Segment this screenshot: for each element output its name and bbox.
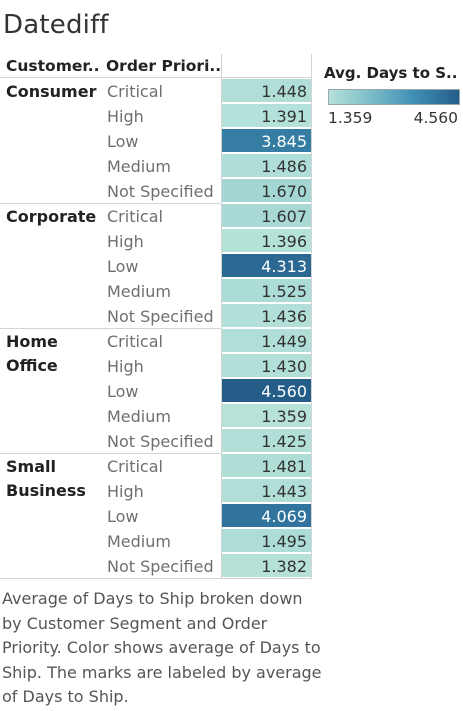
cell-value-label: 1.396 [261, 231, 307, 251]
priority-label[interactable]: Low [107, 382, 139, 401]
priority-label[interactable]: High [107, 232, 144, 251]
heatmap-cell[interactable] [221, 254, 311, 277]
heatmap-cell[interactable] [221, 329, 311, 352]
priority-label[interactable]: Critical [107, 332, 163, 351]
cell-value-label: 1.448 [261, 81, 307, 101]
priority-label[interactable]: Not Specified [107, 307, 214, 326]
segment-label[interactable]: Office [6, 356, 58, 375]
segment-label[interactable]: Corporate [6, 207, 97, 226]
heatmap-cell[interactable] [221, 429, 311, 452]
cell-value-label: 4.069 [261, 506, 307, 526]
label-mark-divider [221, 78, 222, 578]
priority-label[interactable]: High [107, 357, 144, 376]
priority-label[interactable]: Medium [107, 532, 171, 551]
cell-value-label: 1.430 [261, 356, 307, 376]
chart-title: Datediff [3, 10, 109, 40]
cell-value-label: 1.359 [261, 406, 307, 426]
heatmap-cell[interactable] [221, 229, 311, 252]
cell-value-label: 1.670 [261, 181, 307, 201]
cell-value-label: 1.481 [261, 456, 307, 476]
segment-divider [0, 203, 221, 204]
table-bottom-border [0, 578, 312, 579]
heatmap-cell[interactable] [221, 454, 311, 477]
heatmap-cell[interactable] [221, 304, 311, 327]
priority-label[interactable]: Critical [107, 207, 163, 226]
priority-label[interactable]: High [107, 107, 144, 126]
heatmap-cell[interactable] [221, 79, 311, 102]
customer-segment-header[interactable]: Customer.. [6, 57, 100, 75]
heatmap-cell[interactable] [221, 104, 311, 127]
legend-title[interactable]: Avg. Days to S.. [324, 64, 458, 82]
cell-value-label: 1.425 [261, 431, 307, 451]
priority-label[interactable]: Medium [107, 407, 171, 426]
priority-label[interactable]: Critical [107, 82, 163, 101]
cell-value-label: 1.607 [261, 206, 307, 226]
priority-label[interactable]: Medium [107, 157, 171, 176]
cell-value-label: 1.443 [261, 481, 307, 501]
cell-value-label: 3.845 [261, 131, 307, 151]
segment-label[interactable]: Small [6, 457, 56, 476]
heatmap-cell[interactable] [221, 529, 311, 552]
priority-label[interactable]: Critical [107, 457, 163, 476]
heatmap-cell[interactable] [221, 129, 311, 152]
header-divider [221, 54, 222, 78]
heatmap-cell[interactable] [221, 504, 311, 527]
header-bottom-border [0, 77, 311, 78]
heatmap-cell[interactable] [221, 179, 311, 202]
cell-value-label: 1.449 [261, 331, 307, 351]
segment-divider [0, 328, 221, 329]
order-priority-header[interactable]: Order Priori.. [106, 57, 220, 75]
priority-label[interactable]: Low [107, 507, 139, 526]
heatmap-cell[interactable] [221, 554, 311, 577]
priority-label[interactable]: Medium [107, 282, 171, 301]
cell-value-label: 4.560 [261, 381, 307, 401]
cell-value-label: 1.436 [261, 306, 307, 326]
heatmap-cell[interactable] [221, 354, 311, 377]
heatmap-cell[interactable] [221, 379, 311, 402]
cell-value-label: 1.391 [261, 106, 307, 126]
legend-color-ramp [328, 89, 460, 105]
segment-label[interactable]: Home [6, 332, 58, 351]
heatmap-cell[interactable] [221, 279, 311, 302]
priority-label[interactable]: Low [107, 257, 139, 276]
segment-divider [0, 453, 221, 454]
priority-label[interactable]: Not Specified [107, 432, 214, 451]
chart-caption: Average of Days to Ship broken down by C… [2, 589, 322, 706]
heatmap-cell[interactable] [221, 154, 311, 177]
cell-value-label: 1.382 [261, 556, 307, 576]
heatmap-cell[interactable] [221, 204, 311, 227]
heatmap-cell[interactable] [221, 404, 311, 427]
legend-min-label: 1.359 [328, 109, 373, 127]
priority-label[interactable]: Low [107, 132, 139, 151]
cell-value-label: 4.313 [261, 256, 307, 276]
cell-value-label: 1.486 [261, 156, 307, 176]
heatmap-cell[interactable] [221, 479, 311, 502]
segment-label[interactable]: Business [6, 481, 86, 500]
mark-column-right-border [311, 54, 312, 578]
legend-max-label: 4.560 [413, 109, 458, 127]
priority-label[interactable]: High [107, 482, 144, 501]
segment-label[interactable]: Consumer [6, 82, 97, 101]
cell-value-label: 1.525 [261, 281, 307, 301]
priority-label[interactable]: Not Specified [107, 557, 214, 576]
cell-value-label: 1.495 [261, 531, 307, 551]
priority-label[interactable]: Not Specified [107, 182, 214, 201]
